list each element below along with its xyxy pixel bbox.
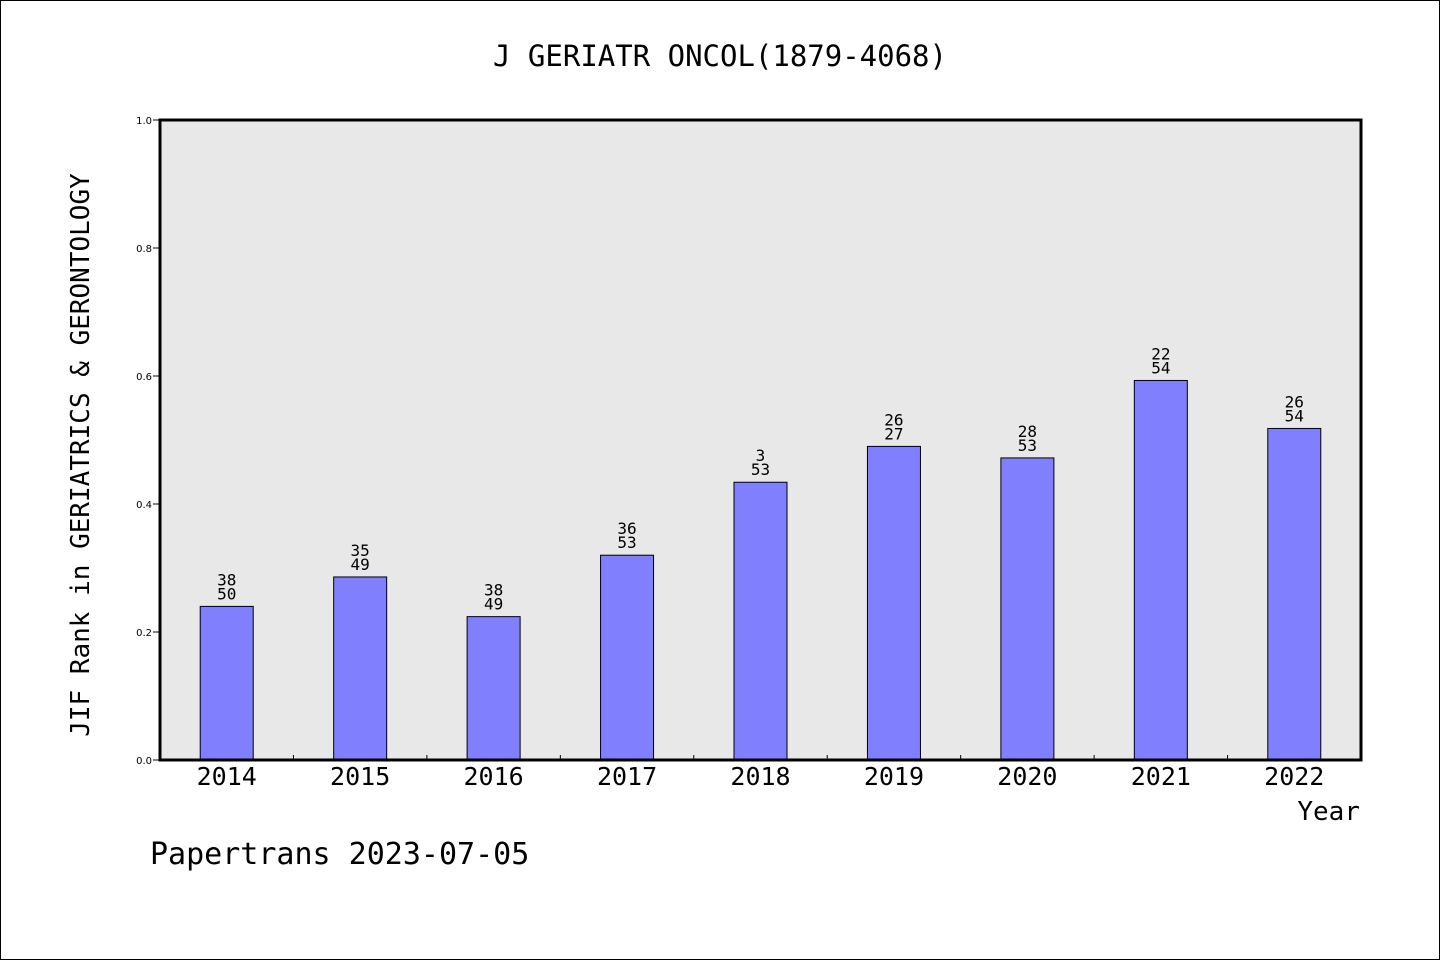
x-tick-label: 2019 bbox=[864, 762, 924, 791]
bar-total-label: 49 bbox=[351, 555, 370, 574]
y-tick-label: 0.8 bbox=[136, 244, 152, 255]
bar-rank-label: 26 bbox=[1285, 392, 1304, 411]
bar-rank-label: 38 bbox=[484, 581, 503, 600]
bar-rank-label: 22 bbox=[1151, 344, 1170, 363]
bar-total-label: 50 bbox=[217, 584, 236, 603]
bar-rank-label: 28 bbox=[1018, 422, 1037, 441]
bar-2014 bbox=[199, 605, 254, 761]
bar-2015 bbox=[333, 576, 388, 761]
x-axis-labels: 2014 2015 2016 2017 2018 2019 2020 2021 2022 bbox=[197, 755, 1324, 791]
bar-total-label: 54 bbox=[1285, 406, 1304, 425]
bar-2022 bbox=[1267, 427, 1322, 761]
y-tick-label: 0.4 bbox=[136, 500, 152, 511]
bar-total-label: 27 bbox=[884, 424, 903, 443]
x-tick-label: 2017 bbox=[597, 762, 657, 791]
x-tick-label: 2022 bbox=[1264, 762, 1324, 791]
y-axis-label: JIF Rank in GERIATRICS & GERONTOLOGY bbox=[66, 173, 96, 737]
bar-rank-label: 38 bbox=[217, 570, 236, 589]
bar-total-label: 53 bbox=[1018, 436, 1037, 455]
bar-rank-label: 3 bbox=[756, 446, 766, 465]
bar-rank-label: 36 bbox=[617, 519, 636, 538]
bar-2018 bbox=[733, 481, 788, 761]
y-tick-label: 0.0 bbox=[136, 756, 152, 767]
y-tick-label: 1.0 bbox=[136, 116, 152, 127]
bar-total-label: 53 bbox=[617, 533, 636, 552]
watermark-text: Papertrans 2023-07-05 bbox=[150, 837, 529, 872]
x-tick-label: 2016 bbox=[464, 762, 524, 791]
bar-total-label: 54 bbox=[1151, 358, 1170, 377]
bar-total-label: 53 bbox=[751, 460, 770, 479]
y-tick-label: 0.2 bbox=[136, 628, 152, 639]
bar-rank-label: 26 bbox=[884, 410, 903, 429]
x-tick-label: 2018 bbox=[730, 762, 790, 791]
y-tick-label: 0.6 bbox=[136, 372, 152, 383]
y-axis-ticks: 0.0 0.2 0.4 0.6 0.8 1.0 bbox=[136, 116, 160, 767]
chart-title: J GERIATR ONCOL(1879-4068) bbox=[493, 39, 947, 73]
x-axis-label: Year bbox=[1297, 797, 1360, 827]
bar-2016 bbox=[466, 616, 521, 761]
x-tick-label: 2015 bbox=[330, 762, 390, 791]
bar-2019 bbox=[866, 445, 921, 761]
x-tick-label: 2021 bbox=[1131, 762, 1191, 791]
bar-2021 bbox=[1133, 379, 1188, 761]
x-tick-label: 2014 bbox=[197, 762, 257, 791]
bar-total-label: 49 bbox=[484, 595, 503, 614]
bar-2017 bbox=[600, 554, 655, 761]
plot-border bbox=[158, 118, 1363, 762]
x-tick-label: 2020 bbox=[997, 762, 1057, 791]
bar-rank-label: 35 bbox=[351, 541, 370, 560]
bar-2020 bbox=[1000, 457, 1055, 761]
